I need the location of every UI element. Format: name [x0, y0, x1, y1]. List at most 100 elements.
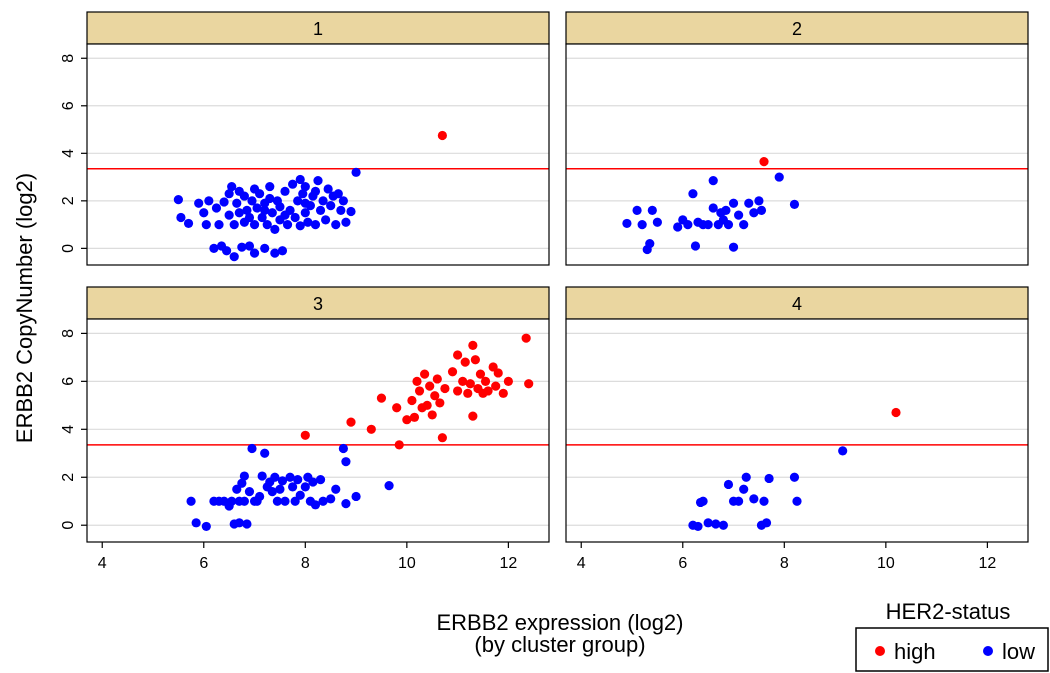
data-point-low [756, 205, 767, 215]
data-point-low [703, 220, 713, 230]
data-point-low [229, 252, 239, 262]
data-point-high [407, 395, 417, 406]
panel-strip-label: 4 [792, 294, 802, 314]
y-tick-label: 0 [60, 244, 77, 253]
x-tick-label: 8 [780, 555, 789, 572]
data-point-low [310, 220, 321, 230]
data-point-high [498, 388, 508, 398]
data-point-low [282, 220, 293, 230]
data-point-low [204, 196, 214, 206]
data-point-low [323, 184, 333, 194]
data-point-low [300, 181, 310, 192]
data-point-high [392, 403, 402, 413]
data-point-low [744, 198, 754, 208]
data-point-low [265, 181, 275, 192]
data-point-low [315, 205, 326, 215]
data-point-high [435, 398, 445, 408]
panel-1: 1 [86, 11, 550, 266]
data-point-low [341, 499, 351, 509]
data-point-low [224, 210, 234, 220]
data-point-low [300, 198, 310, 208]
data-point-low [234, 208, 244, 218]
data-point-low [723, 220, 734, 230]
panel-strip [86, 11, 550, 45]
data-point-high [458, 376, 468, 386]
data-point-high [521, 333, 531, 343]
data-point-low [321, 215, 331, 225]
data-point-low [774, 172, 784, 182]
y-tick-label: 8 [60, 54, 77, 63]
legend: HER2-status high low [855, 599, 1049, 672]
data-point-low [351, 491, 361, 502]
data-point-high [402, 415, 412, 425]
data-point-low [683, 220, 693, 230]
data-point-low [277, 246, 288, 256]
data-point-high [300, 430, 310, 440]
data-point-low [688, 189, 698, 199]
data-point-high [440, 383, 450, 394]
data-point-low [300, 208, 310, 218]
data-point-low [234, 518, 244, 528]
data-point-low [257, 471, 267, 481]
data-point-high [414, 386, 425, 396]
data-point-low [224, 189, 234, 199]
x-tick-labels: 4 6 8 10 12 4 6 8 10 12 [98, 542, 996, 572]
data-point-low [194, 198, 204, 208]
data-point-low [734, 496, 744, 506]
data-point-low [242, 205, 252, 215]
data-point-low [277, 476, 288, 486]
y-tick-label: 8 [60, 329, 77, 338]
data-point-high [447, 367, 458, 377]
panel-2: 2 [565, 11, 1029, 266]
data-point-low [673, 222, 683, 232]
data-point-low [739, 484, 749, 494]
data-point-low [285, 472, 295, 482]
data-point-low [239, 471, 249, 481]
panel-strip [565, 286, 1029, 320]
data-point-low [267, 487, 277, 497]
data-point-low [318, 196, 328, 206]
data-point-high [503, 376, 513, 386]
data-point-high [437, 433, 447, 443]
data-point-low [792, 496, 802, 506]
data-point-low [290, 212, 300, 223]
data-point-low [237, 242, 247, 252]
data-point-low [338, 443, 348, 454]
data-point-low [288, 482, 298, 492]
legend-label-high: high [894, 639, 936, 664]
data-point-low [262, 220, 272, 230]
panel-3: 3 [86, 286, 550, 543]
data-point-low [280, 186, 290, 196]
data-point-low [249, 184, 260, 194]
data-point-low [201, 220, 211, 230]
plot-border [565, 43, 1029, 266]
data-point-low [222, 246, 232, 256]
data-point-low [232, 484, 242, 494]
data-point-low [622, 218, 632, 229]
data-point-low [318, 496, 328, 506]
plot-area [87, 44, 549, 265]
x-tick-label: 12 [978, 555, 996, 572]
data-point-low [333, 189, 343, 199]
data-point-low [645, 239, 655, 249]
data-point-low [721, 205, 731, 215]
data-point-low [270, 224, 280, 234]
data-point-low [227, 181, 237, 192]
y-axis-title: ERBB2 CopyNumber (log2) [12, 173, 37, 443]
data-point-high [430, 391, 440, 401]
data-point-low [239, 496, 249, 506]
data-point-high [483, 386, 493, 396]
data-point-high [475, 369, 486, 379]
data-point-high [366, 424, 376, 434]
data-point-high [759, 157, 769, 167]
data-point-low [247, 443, 257, 454]
data-point-low [257, 212, 267, 223]
data-point-low [209, 243, 219, 253]
data-point-low [249, 220, 260, 230]
data-point-low [734, 210, 744, 220]
y-tick-label: 4 [60, 425, 77, 434]
data-point-high [488, 362, 498, 372]
data-point-high [409, 412, 420, 422]
x-axis-subtitle: (by cluster group) [474, 632, 645, 657]
data-point-low [293, 196, 303, 206]
